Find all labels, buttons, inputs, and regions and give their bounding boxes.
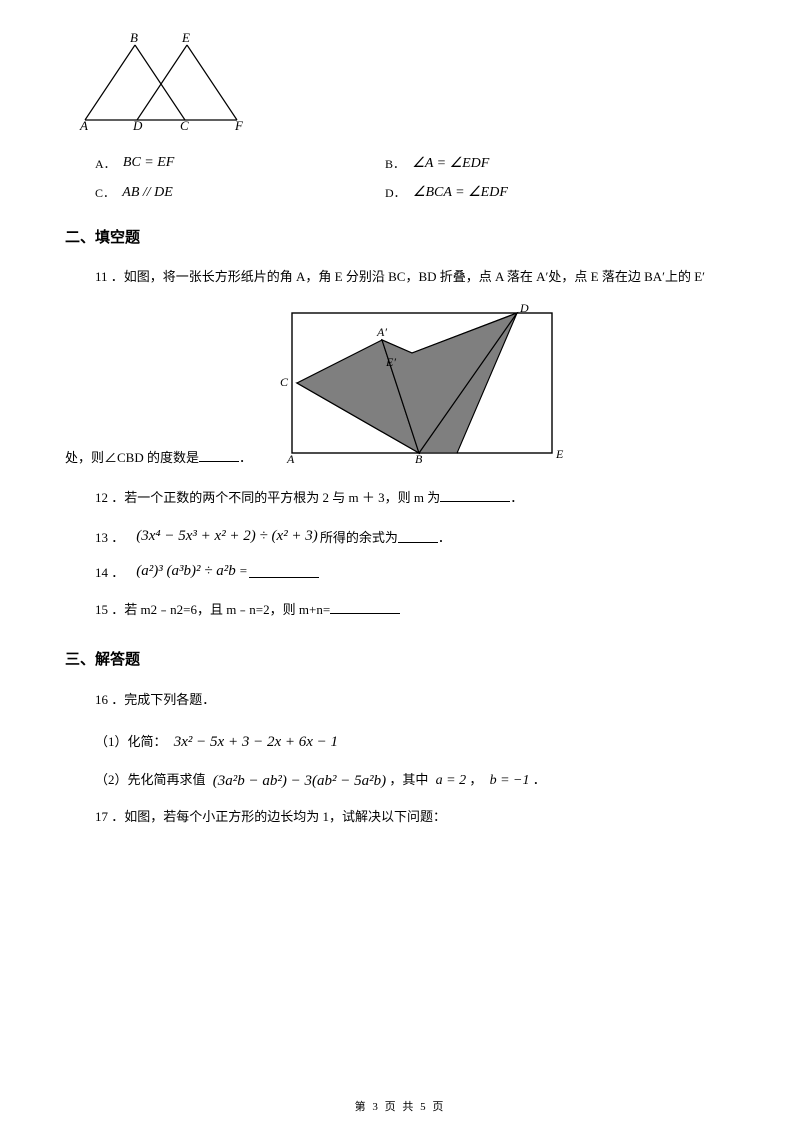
q16a-label: （1）化简： — [95, 734, 167, 749]
options-row-2: C． AB // DE D． ∠BCA = ∠EDF — [95, 184, 740, 202]
q12-pre: 12 ．若一个正数的两个不同的平方根为 2 与 m ＋ 3，则 m 为 — [95, 490, 440, 505]
label-C: C — [180, 118, 189, 130]
section3-title: 三、解答题 — [65, 648, 740, 669]
q13-tail-post: ． — [438, 527, 451, 546]
option-B-math: ∠A = ∠EDF — [412, 155, 489, 172]
option-C-prefix: C． — [95, 184, 115, 201]
svg-text:A′: A′ — [376, 325, 387, 339]
option-A: A． BC = EF — [95, 154, 385, 172]
q14-blank — [249, 564, 319, 578]
label-F: F — [234, 118, 244, 130]
q16a: （1）化简： 3x² − 5x + 3 − 2x + 6x − 1 — [95, 731, 740, 752]
q13: 13 ． (3x⁴ − 5x³ + x² + 2) ÷ (x² + 3) 所得的… — [95, 527, 740, 546]
section2-title: 二、填空题 — [65, 226, 740, 247]
q16b-post: ． — [533, 772, 546, 787]
svg-text:E: E — [555, 447, 564, 461]
q15-pre: 15 ．若 m2﹣n2=6，且 m﹣n=2，则 m+n= — [95, 602, 330, 617]
option-D-prefix: D． — [385, 184, 406, 201]
page-footer: 第 3 页 共 5 页 — [0, 1098, 800, 1114]
svg-text:E′: E′ — [385, 355, 396, 369]
q15: 15 ．若 m2﹣n2=6，且 m﹣n=2，则 m+n= — [95, 597, 740, 623]
q11-line2-post: ． — [239, 450, 252, 465]
svg-text:C: C — [280, 375, 289, 389]
label-E: E — [181, 30, 190, 45]
q13-num: 13 ． — [95, 527, 124, 546]
q14-eq: = — [240, 563, 247, 579]
q13-tail-pre: 所得的余式为 — [320, 527, 398, 546]
q15-blank — [330, 600, 400, 614]
q14: 14 ． (a²)³ (a³b)² ÷ a²b = — [95, 562, 740, 581]
option-C: C． AB // DE — [95, 184, 385, 202]
fold-diagram: A B C D E A′ E′ — [262, 298, 572, 467]
q11-line1: 11 ．如图，将一张长方形纸片的角 A，角 E 分别沿 BC，BD 折叠，点 A… — [95, 265, 740, 290]
option-B-prefix: B． — [385, 155, 405, 172]
q14-math: (a²)³ (a³b)² ÷ a²b — [136, 563, 235, 580]
q16b-math3: b = −1 — [490, 773, 530, 789]
label-A: A — [79, 118, 88, 130]
option-D-math: ∠BCA = ∠EDF — [413, 184, 508, 201]
q12-blank — [440, 488, 510, 502]
q11-line2-pre: 处，则∠CBD 的度数是 — [65, 450, 199, 465]
label-B: B — [130, 30, 138, 45]
triangle-diagram: A B C D E F — [75, 30, 740, 134]
option-B: B． ∠A = ∠EDF — [385, 154, 675, 172]
q16b-math1: (3a²b − ab²) − 3(ab² − 5a²b) — [213, 773, 386, 790]
q12: 12 ．若一个正数的两个不同的平方根为 2 与 m ＋ 3，则 m 为 ． — [95, 485, 740, 511]
option-A-math: BC = EF — [123, 155, 174, 171]
label-D: D — [132, 118, 143, 130]
q16b-comma: ， — [469, 772, 482, 787]
q16b-label-pre: （2）先化简再求值 — [95, 772, 206, 787]
q11-blank — [199, 448, 239, 462]
option-D: D． ∠BCA = ∠EDF — [385, 184, 675, 202]
q16: 16 ．完成下列各题． — [95, 687, 740, 713]
option-C-math: AB // DE — [122, 185, 173, 201]
options-row-1: A． BC = EF B． ∠A = ∠EDF — [95, 154, 740, 172]
q17: 17 ．如图，若每个小正方形的边长均为 1，试解决以下问题： — [95, 804, 740, 830]
option-A-prefix: A． — [95, 155, 116, 172]
q16a-math: 3x² − 5x + 3 − 2x + 6x − 1 — [174, 734, 338, 751]
svg-text:D: D — [519, 301, 529, 315]
svg-text:B: B — [415, 452, 423, 463]
q13-blank — [398, 529, 438, 543]
q12-post: ． — [510, 490, 523, 505]
q14-num: 14 ． — [95, 562, 124, 581]
q16b: （2）先化简再求值 (3a²b − ab²) − 3(ab² − 5a²b) ，… — [95, 769, 740, 790]
q16b-mid: ，其中 — [389, 772, 431, 787]
svg-text:A: A — [286, 452, 295, 463]
q16b-math2: a = 2 — [436, 773, 466, 789]
q13-math: (3x⁴ − 5x³ + x² + 2) ÷ (x² + 3) — [136, 528, 318, 545]
